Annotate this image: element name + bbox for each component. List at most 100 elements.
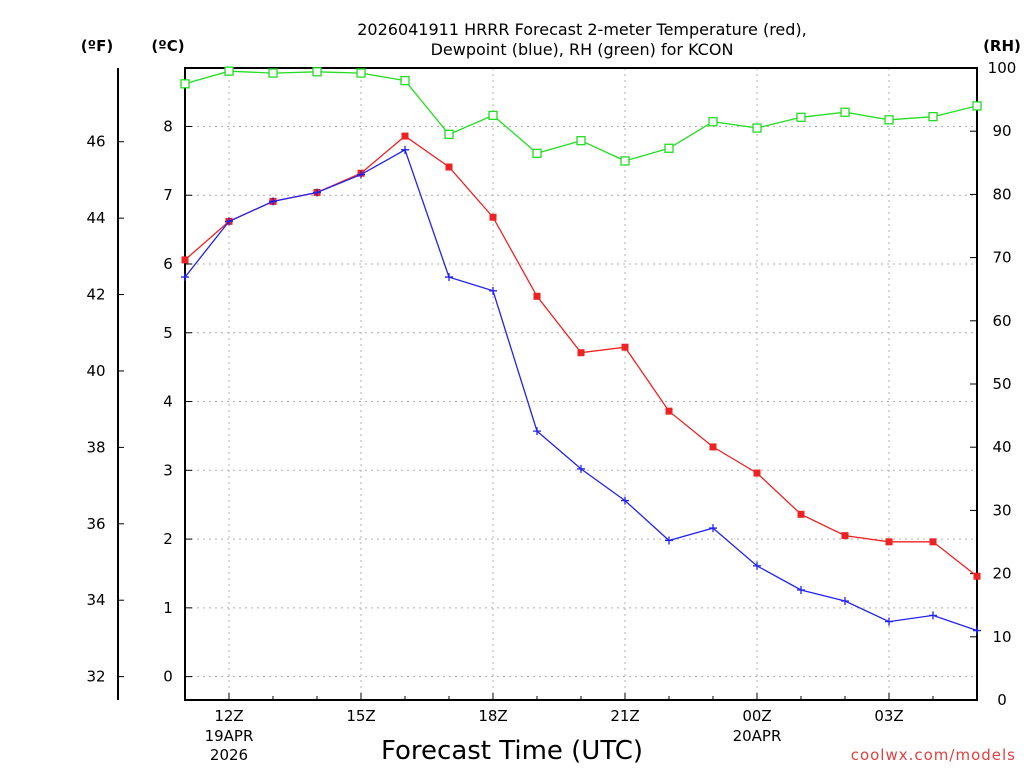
temperature-point	[621, 343, 629, 351]
rh-point	[356, 68, 366, 78]
celsius-tick-label: 6	[163, 255, 173, 273]
temperature-point	[841, 532, 849, 540]
dewpoint-point	[753, 561, 761, 570]
celsius-unit-label: (ºC)	[151, 37, 184, 55]
rh-point	[708, 117, 718, 127]
temperature-point	[709, 443, 717, 451]
rh-point	[928, 112, 938, 122]
x-tick-year-label: 2026	[210, 746, 248, 764]
celsius-tick-label: 2	[163, 530, 173, 548]
rh-point	[444, 129, 454, 140]
rh-point	[224, 66, 234, 76]
dewpoint-point	[489, 286, 497, 295]
temperature-point	[929, 538, 937, 546]
fahrenheit-tick-label: 40	[86, 362, 105, 380]
temperature-point	[577, 349, 585, 357]
dewpoint-point	[797, 585, 805, 594]
fahrenheit-tick-label: 34	[86, 591, 105, 609]
rh-point	[180, 79, 190, 89]
x-axis-title: Forecast Time (UTC)	[381, 736, 643, 766]
fahrenheit-tick-label: 32	[86, 668, 105, 686]
dewpoint-point	[445, 273, 453, 282]
rh-point	[884, 115, 894, 125]
fahrenheit-tick-label: 36	[86, 515, 105, 533]
rh-tick-label: 0	[997, 691, 1007, 709]
dewpoint-point	[885, 617, 893, 626]
series-dewpoint	[181, 145, 981, 635]
rh-point	[488, 110, 498, 121]
celsius-tick-label: 7	[163, 186, 173, 204]
fahrenheit-tick-label: 44	[86, 209, 105, 227]
rh-tick-label: 40	[992, 438, 1011, 456]
dewpoint-point	[929, 611, 937, 620]
dewpoint-point	[269, 197, 277, 206]
x-tick-date-label: 20APR	[733, 727, 782, 745]
x-tick-label: 12Z	[214, 707, 243, 725]
dewpoint-point	[181, 273, 189, 282]
dewpoint-point	[709, 524, 717, 533]
dewpoint-point	[401, 145, 409, 154]
rh-point	[840, 107, 850, 117]
temperature-point	[973, 572, 981, 580]
celsius-tick-label: 1	[163, 599, 173, 617]
series-temperature	[181, 132, 981, 580]
grid-lines	[185, 68, 977, 700]
dewpoint-point	[621, 496, 629, 505]
x-tick-label: 18Z	[478, 707, 507, 725]
rh-unit-label: (RH)	[983, 37, 1021, 55]
rh-tick-label: 10	[992, 628, 1011, 646]
plot-frame	[184, 67, 978, 701]
axes: 0123456783234363840424446010203040506070…	[86, 59, 1016, 764]
series-lines	[180, 66, 982, 635]
dewpoint-line	[184, 148, 978, 632]
credit-label: coolwx.com/models	[851, 746, 1016, 764]
dewpoint-point	[225, 217, 233, 226]
temperature-point	[181, 256, 189, 264]
rh-point	[312, 67, 322, 77]
temperature-point	[665, 407, 673, 415]
x-tick-label: 00Z	[742, 707, 771, 725]
series-rh	[180, 66, 982, 166]
celsius-tick-label: 3	[163, 461, 173, 479]
rh-point	[664, 143, 674, 153]
dewpoint-point	[577, 464, 585, 473]
rh-point	[532, 148, 542, 158]
rh-line	[184, 70, 978, 162]
temperature-point	[445, 163, 453, 171]
fahrenheit-unit-label: (ºF)	[81, 37, 113, 55]
temperature-point	[885, 538, 893, 546]
celsius-tick-label: 5	[163, 324, 173, 342]
x-tick-label: 21Z	[610, 707, 639, 725]
rh-point	[576, 136, 586, 146]
fahrenheit-tick-label: 42	[86, 286, 105, 304]
temperature-point	[753, 469, 761, 477]
x-tick-label: 03Z	[874, 707, 903, 725]
dewpoint-point	[973, 626, 981, 635]
temperature-point	[489, 213, 497, 221]
rh-tick-label: 80	[992, 185, 1011, 203]
temperature-point	[797, 510, 805, 518]
rh-point	[972, 101, 982, 111]
temperature-point	[401, 132, 409, 140]
celsius-tick-label: 4	[163, 393, 173, 411]
chart-title-line1: 2026041911 HRRR Forecast 2-meter Tempera…	[357, 20, 807, 39]
temperature-point	[533, 292, 541, 300]
dewpoint-point	[665, 536, 673, 545]
dewpoint-point	[533, 427, 541, 436]
x-tick-label: 15Z	[346, 707, 375, 725]
celsius-tick-label: 8	[163, 117, 173, 135]
rh-tick-label: 90	[992, 122, 1011, 140]
rh-point	[400, 75, 410, 86]
rh-point	[268, 68, 278, 78]
rh-tick-label: 20	[992, 565, 1011, 583]
rh-tick-label: 50	[992, 375, 1011, 393]
dewpoint-point	[841, 596, 849, 605]
rh-tick-label: 60	[992, 312, 1011, 330]
dewpoint-point	[357, 170, 365, 179]
fahrenheit-tick-label: 38	[86, 438, 105, 456]
rh-tick-label: 30	[992, 501, 1011, 519]
fahrenheit-tick-label: 46	[86, 133, 105, 151]
dewpoint-point	[313, 188, 321, 197]
rh-point	[752, 123, 762, 133]
